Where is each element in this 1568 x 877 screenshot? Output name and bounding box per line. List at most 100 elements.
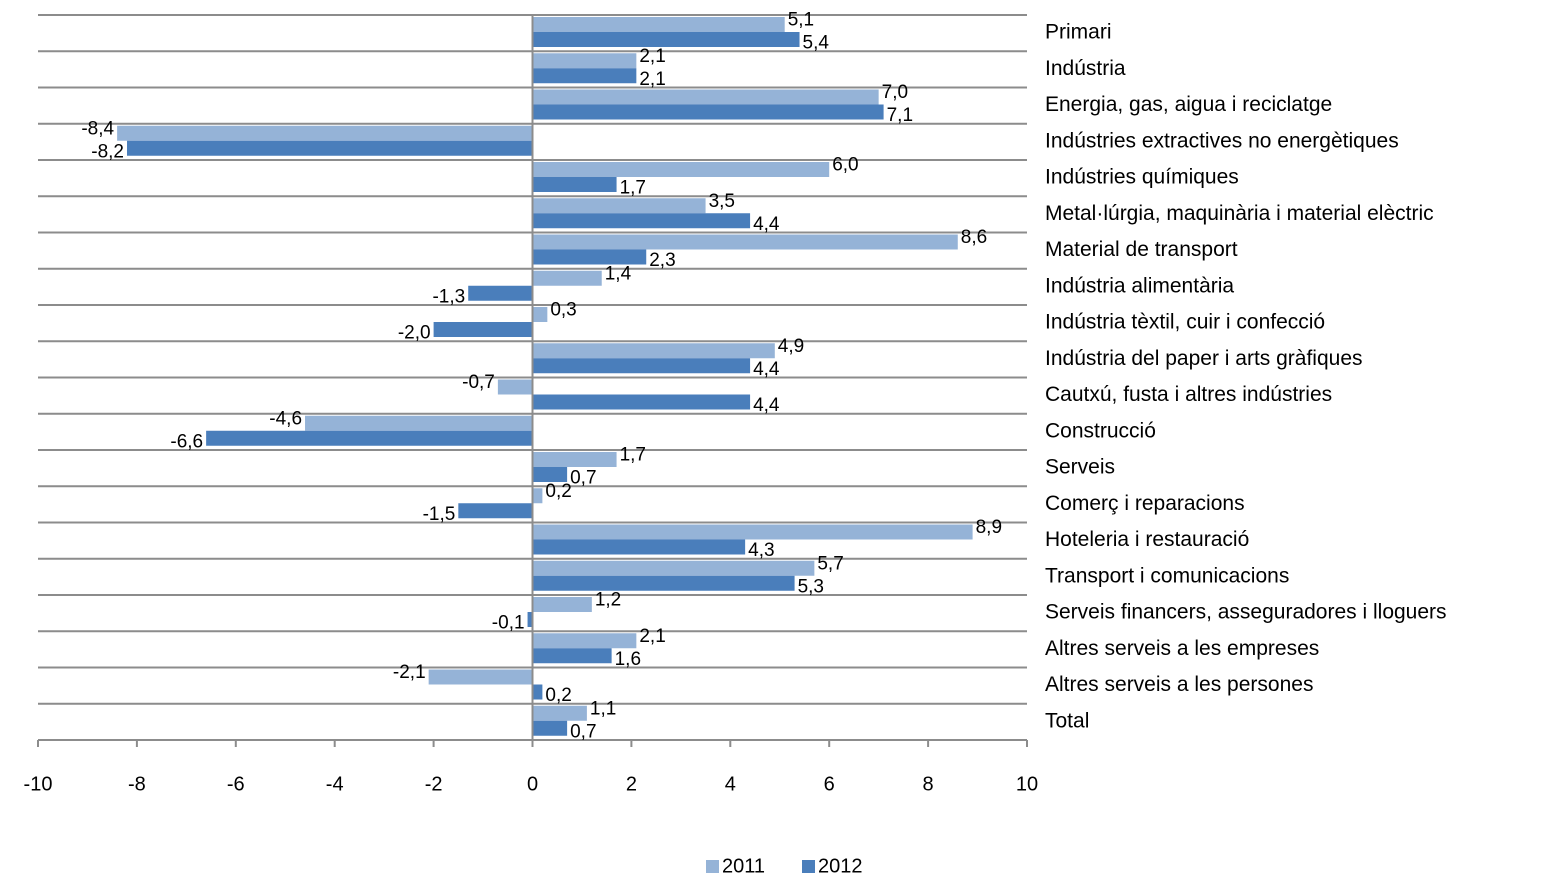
legend-label: 2012 [818,855,863,877]
bar [532,343,775,359]
bar [532,560,815,576]
bar [117,125,533,141]
bar [532,307,548,322]
x-tick-label: 0 [527,773,538,795]
data-label: -8,4 [81,118,114,139]
data-label: 0,7 [570,468,596,489]
bar [532,394,751,410]
category-label: Primari [1045,21,1112,44]
data-label: 4,3 [748,540,774,561]
bar [532,575,795,591]
x-tick-label: -8 [128,773,146,795]
data-label: 4,4 [753,395,780,416]
data-label: 7,1 [887,105,913,126]
data-label: 8,6 [961,227,987,248]
bar [532,597,592,612]
x-tick-label: 4 [725,773,736,795]
data-label: 3,5 [709,191,735,212]
data-label: 0,2 [545,685,571,706]
data-label: 4,4 [753,214,780,235]
data-label: 1,4 [605,263,632,284]
data-label: -6,6 [170,431,203,452]
data-label: -0,1 [492,613,525,634]
bar [532,213,751,229]
category-label: Indústria alimentària [1045,274,1234,297]
data-label: 5,7 [817,553,843,574]
data-label: 2,1 [639,626,665,647]
bar [532,488,543,504]
legend-swatch [802,860,815,873]
category-label: Altres serveis a les empreses [1045,637,1319,660]
data-label: 2,1 [639,46,665,67]
bar [532,234,958,250]
category-label: Indústria [1045,57,1126,80]
bar [532,104,884,120]
bar [532,358,751,374]
category-label: Total [1045,709,1089,732]
bar [532,684,543,700]
category-label: Metal·lúrgia, maquinària i material elèc… [1045,202,1434,225]
bar [497,379,533,395]
data-label: 5,1 [788,10,814,31]
category-label: Indústries extractives no energètiques [1045,129,1399,152]
data-label: -4,6 [269,408,302,429]
data-label: 0,7 [570,721,596,742]
x-tick-label: 10 [1016,773,1038,795]
data-label: -1,3 [432,286,465,307]
category-label: Transport i comunicacions [1045,564,1289,587]
x-tick-label: -6 [227,773,245,795]
data-label: 8,9 [976,517,1002,538]
category-label: Altres serveis a les persones [1045,673,1313,696]
bar [428,669,533,685]
bar [532,720,568,736]
x-tick-label: -10 [24,773,53,795]
category-label: Serveis [1045,456,1115,479]
category-label: Indústria del paper i arts gràfiques [1045,347,1363,370]
data-label: 7,0 [882,82,908,103]
bar [532,705,587,721]
category-label: Hoteleria i restauració [1045,528,1249,551]
category-label: Material de transport [1045,238,1238,261]
bar [127,140,533,156]
data-label: 2,3 [649,250,675,271]
data-label: 1,6 [615,649,641,670]
category-label: Construcció [1045,419,1156,442]
x-tick-label: 8 [923,773,934,795]
bar [532,177,617,192]
bar [468,285,533,301]
data-label: 5,4 [803,33,830,54]
data-label: 1,1 [590,698,616,719]
data-label: 0,3 [550,300,576,321]
bar [532,53,637,69]
bar [532,452,617,467]
x-tick-label: 6 [824,773,835,795]
data-label: 4,9 [778,336,804,357]
data-label: -1,5 [423,504,456,525]
data-label: 6,0 [832,155,858,176]
category-label: Cautxú, fusta i altres indústries [1045,383,1332,406]
data-label: 1,7 [620,445,646,466]
bar [532,249,647,265]
bar [433,322,533,337]
data-label: -8,2 [91,141,124,162]
bar [532,17,785,32]
legend-swatch [706,860,719,873]
data-label: 0,2 [545,481,571,502]
bar [532,89,879,105]
x-tick-label: 2 [626,773,637,795]
data-label: -2,1 [393,662,426,683]
bar [532,270,602,286]
category-label: Energia, gas, aigua i reciclatge [1045,93,1332,116]
bar [532,539,746,555]
x-tick-label: -4 [326,773,344,795]
bar [532,198,706,214]
category-label: Indústries químiques [1045,166,1239,189]
bar [532,648,612,664]
bar [532,467,568,482]
data-label: 2,1 [639,69,665,90]
category-label: Indústria tèxtil, cuir i confecció [1045,311,1325,334]
data-label: 5,3 [798,576,824,597]
bar [305,415,533,431]
bar [532,32,800,47]
